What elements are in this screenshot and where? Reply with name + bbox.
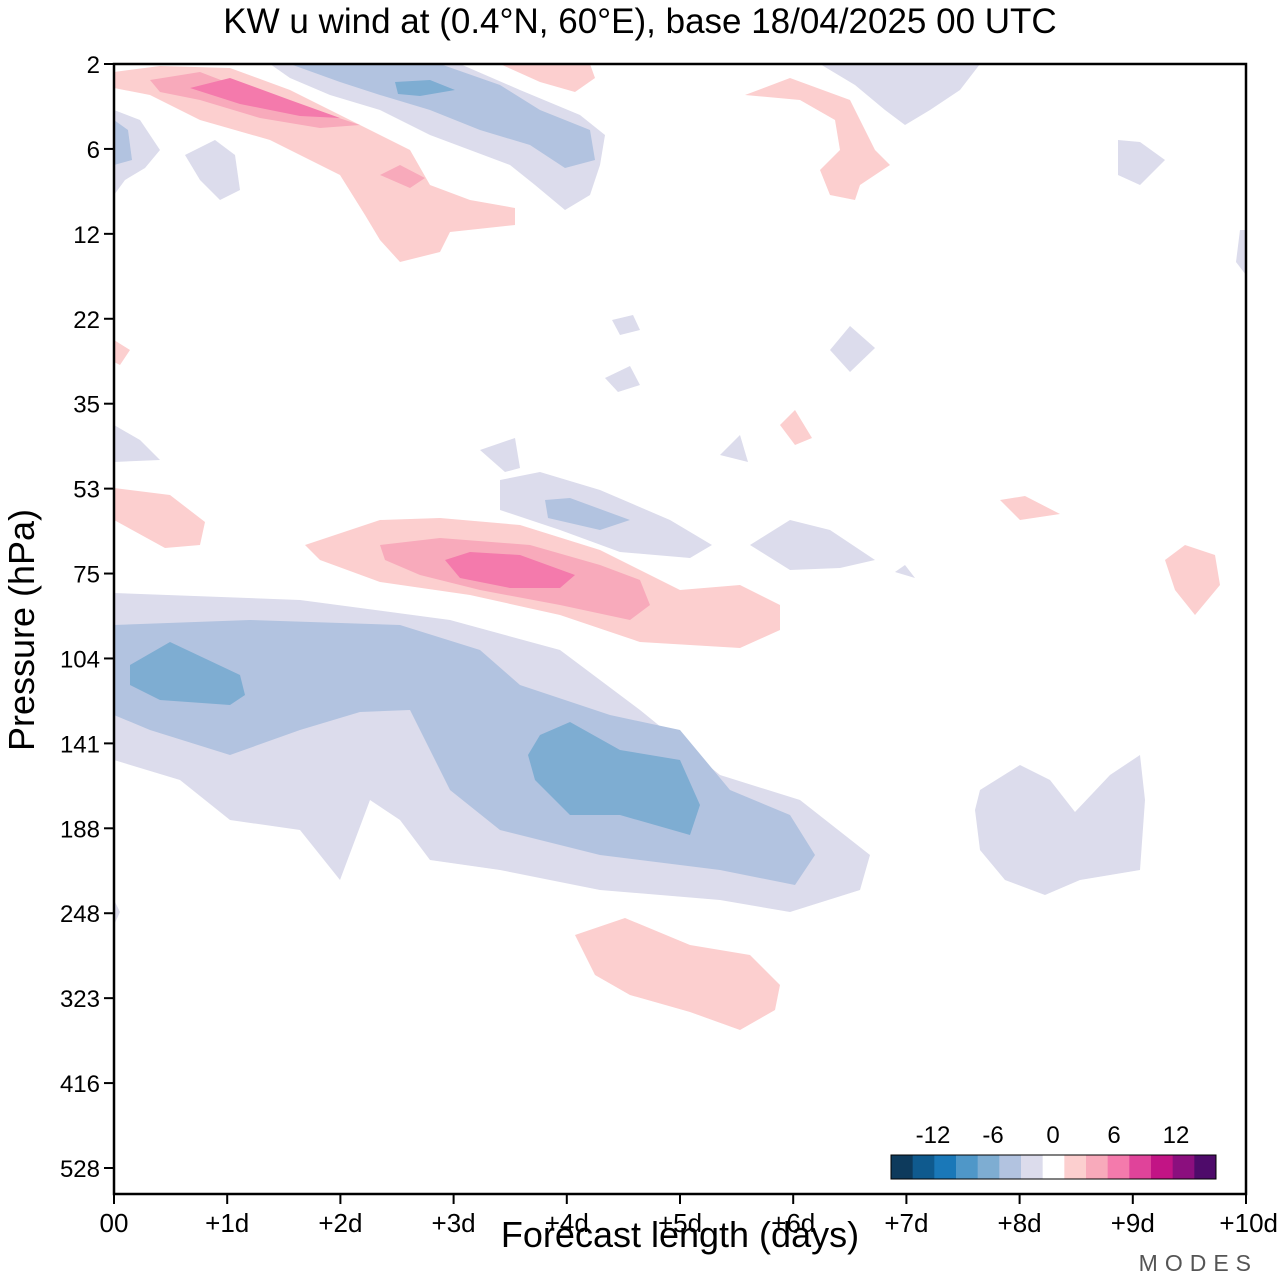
y-tick-label: 6	[87, 137, 100, 164]
y-tick-label: 416	[60, 1071, 100, 1098]
colorbar-frame	[890, 1154, 1217, 1180]
colorbar-swatch	[1172, 1155, 1195, 1179]
contour-pink-right-upper	[745, 78, 890, 200]
y-tick-label: 188	[60, 816, 100, 843]
y-tick-label: 248	[60, 901, 100, 928]
colorbar-swatch	[999, 1155, 1022, 1179]
colorbar-swatch	[934, 1155, 957, 1179]
y-tick-label: 12	[73, 222, 100, 249]
x-tick-label: +7d	[884, 1208, 928, 1238]
x-tick-label: +8d	[998, 1208, 1042, 1238]
y-tick-label: 323	[60, 986, 100, 1013]
x-tick-label: 00	[100, 1208, 129, 1238]
contour-lavender-midlevel-e	[605, 366, 640, 392]
contour-pink-left-mid	[114, 488, 205, 548]
colorbar-swatch	[977, 1155, 1000, 1179]
y-tick-label: 104	[60, 646, 100, 673]
contour-lavender-midlevel-g	[720, 435, 748, 462]
colorbar-swatch	[1107, 1155, 1130, 1179]
contour-field	[114, 64, 1246, 1030]
contour-lavender-right-small	[895, 565, 915, 578]
colorbar-swatch	[1129, 1155, 1152, 1179]
y-tick-label: 2	[87, 52, 100, 79]
colorbar-tick-label: -12	[916, 1122, 951, 1149]
colorbar-tick-label: 12	[1163, 1122, 1190, 1149]
x-tick-label: +2d	[318, 1208, 362, 1238]
colorbar-swatch	[1086, 1155, 1109, 1179]
contour-pink-right-mid-a	[1000, 496, 1060, 520]
brand-logo: MODES	[1138, 1250, 1258, 1276]
contour-lavender-midlevel-c	[480, 438, 520, 472]
contour-pink-upper-outer	[114, 66, 515, 262]
contour-lavender-edge-c	[1236, 230, 1246, 275]
contour-pink-lower	[575, 918, 780, 1030]
x-axis-label: Forecast length (days)	[500, 1214, 860, 1255]
colorbar-swatch	[956, 1155, 979, 1179]
contour-pink-small-mid	[780, 410, 812, 445]
colorbar-swatch	[912, 1155, 935, 1179]
x-tick-label: +5d	[658, 1208, 702, 1238]
y-tick-label: 35	[73, 392, 100, 419]
colorbar-swatch	[1151, 1155, 1174, 1179]
contour-lavender-left-lower	[114, 900, 120, 925]
colorbar-swatch	[1064, 1155, 1087, 1179]
colorbar: -12 -6 0 6 12	[890, 1122, 1217, 1180]
contour-pink-top-mid	[500, 64, 595, 92]
contour-lavender-midlevel-b	[750, 520, 875, 570]
contour-lavender-right-upper	[820, 64, 980, 125]
contour-midblue-lower-a	[130, 642, 245, 705]
contour-lavender-small-b	[1118, 140, 1165, 185]
y-tick-label: 22	[73, 307, 100, 334]
y-tick-label: 141	[60, 731, 100, 758]
contour-lavender-midlevel-f	[612, 315, 640, 335]
x-tick-label: +10d	[1219, 1208, 1278, 1238]
contour-pink-upper-patch	[380, 165, 425, 188]
contour-lightblue-midlevel	[545, 498, 630, 530]
y-tick-label: 53	[73, 477, 100, 504]
colorbar-tick-label: 0	[1046, 1122, 1059, 1149]
contour-pink-right-mid-b	[1165, 545, 1220, 615]
x-tick-label: +6d	[771, 1208, 815, 1238]
y-tick-label: 528	[60, 1156, 100, 1183]
contour-lavender-midlevel-d	[830, 326, 875, 372]
contour-lavender-small-a	[185, 140, 240, 200]
contour-lavender-right-lower	[975, 755, 1145, 895]
contour-lightblue-left-upper	[114, 120, 132, 165]
x-tick-label: +1d	[205, 1208, 249, 1238]
colorbar-swatch	[1194, 1155, 1217, 1179]
contour-lavender-left-mid	[114, 425, 160, 462]
contour-midblue-upper	[395, 80, 455, 96]
x-tick-label: +9d	[1111, 1208, 1155, 1238]
colorbar-tick-label: 6	[1107, 1122, 1120, 1149]
y-axis-label: Pressure (hPa)	[1, 508, 42, 752]
contour-pink-upper-core	[190, 78, 340, 118]
colorbar-swatch	[891, 1155, 914, 1179]
contour-midblue-lower-b	[528, 722, 700, 835]
colorbar-swatch	[1021, 1155, 1044, 1179]
colorbar-tick-label: -6	[982, 1122, 1003, 1149]
y-tick-label: 75	[73, 562, 100, 589]
chart-title: KW u wind at (0.4°N, 60°E), base 18/04/2…	[223, 2, 1057, 41]
x-tick-label: +3d	[432, 1208, 476, 1238]
contour-lightblue-upper	[290, 64, 595, 168]
contour-pink-75-core	[445, 552, 575, 588]
contour-pink-left-small	[114, 340, 130, 365]
x-tick-label: +4d	[545, 1208, 589, 1238]
colorbar-swatch	[1042, 1155, 1065, 1179]
